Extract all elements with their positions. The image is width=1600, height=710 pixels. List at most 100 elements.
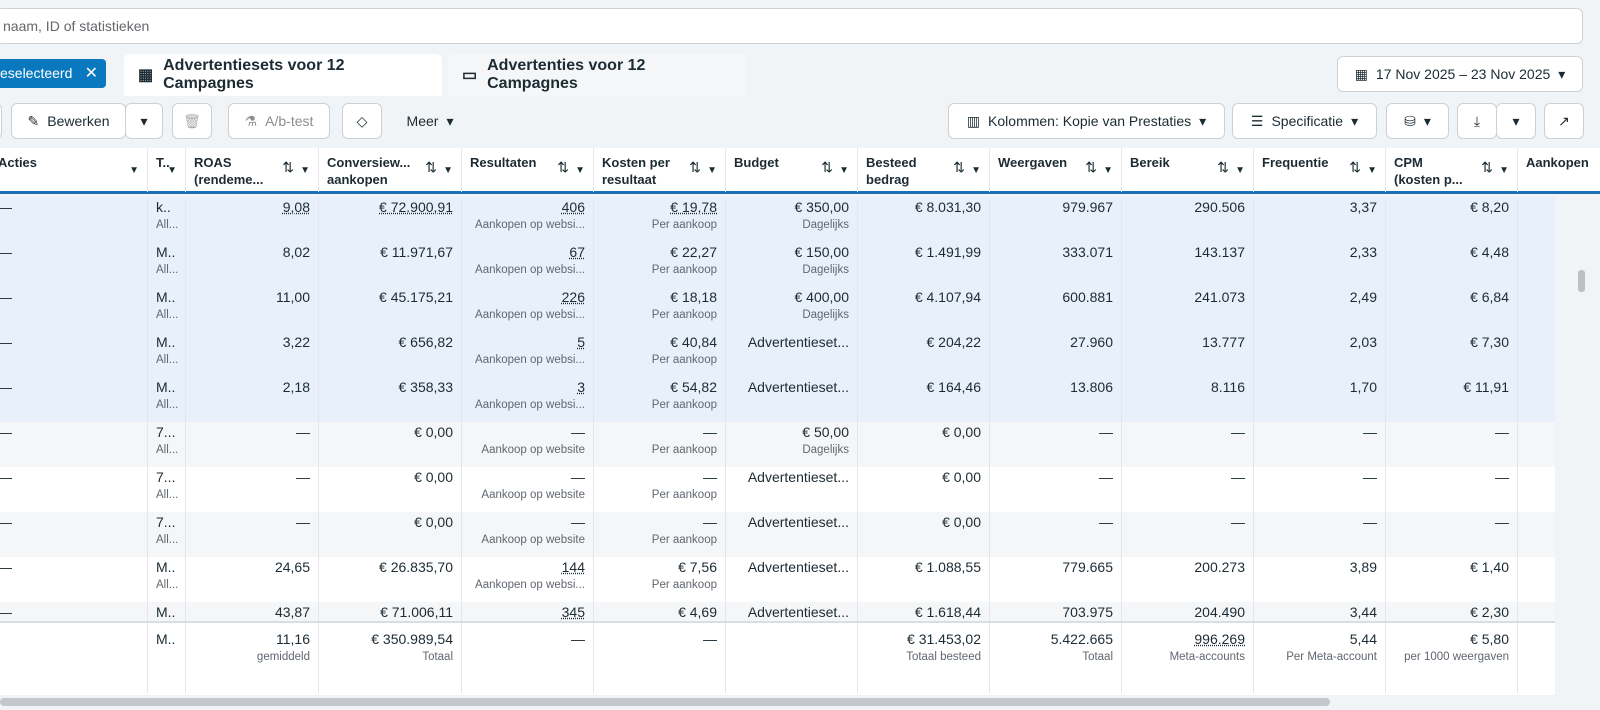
sort-icon[interactable]: ⇅ (1217, 159, 1229, 175)
chevron-down-icon[interactable]: ▼ (300, 165, 310, 176)
cell-value[interactable]: 5 (577, 334, 585, 350)
abtest-button[interactable]: ⚗ A/b-test (228, 103, 330, 139)
sort-icon[interactable]: ⇅ (1481, 159, 1493, 175)
cell-value: — (1495, 514, 1509, 530)
cell-value: € 358,33 (398, 379, 454, 395)
tag-button[interactable]: ◇ (342, 103, 382, 139)
ad-icon: ▭ (462, 67, 478, 84)
chevron-down-icon[interactable]: ▼ (1499, 165, 1509, 176)
cell-value: € 4.107,94 (914, 289, 981, 305)
cell-subtext: All... (156, 534, 179, 546)
cell-value[interactable]: 226 (561, 289, 585, 305)
cell-value[interactable]: € 19,78 (670, 199, 717, 215)
chevron-down-icon[interactable]: ▼ (129, 165, 139, 176)
cell-value: — (0, 199, 12, 215)
left-edge-button[interactable] (0, 103, 2, 139)
column-header[interactable]: Frequentie ⇅ ▼ (1254, 148, 1386, 192)
chevron-down-icon: ▾ (1558, 65, 1566, 82)
date-range-picker[interactable]: ▦ 17 Nov 2025 – 23 Nov 2025 ▾ (1337, 56, 1583, 92)
reports-button[interactable]: ⛁ ▾ (1386, 103, 1449, 139)
cell-freq: 1,70 (1254, 377, 1386, 422)
cell-value[interactable]: 3 (577, 379, 585, 395)
chevron-down-icon[interactable]: ▼ (575, 165, 585, 176)
cell-value: € 0,00 (942, 469, 981, 485)
column-header[interactable]: Budget ⇅ ▼ (726, 148, 858, 192)
sort-icon[interactable]: ⇅ (425, 159, 437, 175)
cell-reach: 200.273 (1122, 557, 1254, 602)
table-row[interactable]: — M.. All... 2,18 € 358,33 3 Aankopen op websi… (0, 377, 1555, 422)
chevron-down-icon[interactable]: ▼ (1235, 165, 1245, 176)
table-row[interactable]: — 7... All... — € 0,00 — Aankoop op website — Pe… (0, 512, 1555, 557)
column-header[interactable]: ROAS (rendeme... ⇅ ▼ (186, 148, 319, 192)
sort-icon[interactable]: ⇅ (282, 159, 294, 175)
chevron-down-icon[interactable]: ▼ (1367, 165, 1377, 176)
charts-button[interactable]: ↗ (1544, 103, 1584, 139)
table-row[interactable]: — M.. All... 11,00 € 45.175,21 226 Aankopen op… (0, 287, 1555, 332)
tab-adsets[interactable]: ▦ Advertentiesets voor 12 Campagnes (124, 54, 442, 96)
column-header[interactable]: Acties ▼ (0, 148, 148, 192)
table-row[interactable]: — M.. All... 24,65 € 26.835,70 144 Aankopen op… (0, 557, 1555, 602)
table-row[interactable]: — k.. All... 9,08 € 72.900,91 406 Aankopen op … (0, 197, 1555, 242)
cell-t: 7... All... (148, 422, 186, 467)
cell-value[interactable]: 9,08 (282, 199, 310, 215)
delete-button[interactable]: 🗑 (172, 103, 212, 139)
column-header[interactable]: T.. ▼ (148, 148, 186, 192)
column-header[interactable]: CPM (kosten p... ⇅ ▼ (1386, 148, 1518, 192)
horizontal-scrollbar[interactable] (0, 698, 1330, 706)
cell-value[interactable]: € 72.900,91 (379, 199, 453, 215)
column-header[interactable]: Bereik ⇅ ▼ (1122, 148, 1254, 192)
cell-value: — (296, 424, 310, 440)
table-row[interactable]: — 7... All... — € 0,00 — Aankoop op website — Pe… (0, 422, 1555, 467)
column-header[interactable]: Aankopen (1518, 148, 1600, 192)
cell-conv: € 656,82 (319, 332, 462, 377)
chevron-down-icon[interactable]: ▼ (167, 165, 177, 176)
cell-value: — (1495, 424, 1509, 440)
column-header[interactable]: Kosten per resultaat ⇅ ▼ (594, 148, 726, 192)
column-header[interactable]: Weergaven ⇅ ▼ (990, 148, 1122, 192)
summary-value: € 31.453,02 (907, 631, 981, 647)
edit-dropdown-button[interactable]: ▾ (125, 103, 163, 139)
cell-cpm: € 11,91 (1386, 377, 1518, 422)
chevron-down-icon[interactable]: ▼ (971, 165, 981, 176)
export-button[interactable]: ⤓ (1457, 103, 1497, 139)
cell-subtext: All... (156, 579, 179, 591)
sort-icon[interactable]: ⇅ (557, 159, 569, 175)
columns-button[interactable]: ▥ Kolommen: Kopie van Prestaties ▾ (948, 103, 1225, 139)
cell-value: 43,87 (274, 604, 310, 620)
cell-value[interactable]: 406 (561, 199, 585, 215)
chevron-down-icon[interactable]: ▼ (839, 165, 849, 176)
more-button[interactable]: Meer ▾ (390, 103, 470, 139)
chevron-down-icon[interactable]: ▼ (707, 165, 717, 176)
column-header[interactable]: Resultaten ⇅ ▼ (462, 148, 594, 192)
cell-value: — (296, 514, 310, 530)
search-input[interactable]: naam, ID of statistieken (0, 8, 1583, 44)
vertical-scrollbar[interactable] (1578, 270, 1585, 292)
cell-value: € 1.618,44 (914, 604, 981, 620)
chevron-down-icon[interactable]: ▼ (1103, 165, 1113, 176)
export-dropdown-button[interactable]: ▾ (1496, 103, 1536, 139)
table-row[interactable]: — 7... All... — € 0,00 — Aankoop op website — Pe… (0, 467, 1555, 512)
sort-icon[interactable]: ⇅ (689, 159, 701, 175)
date-range-label: 17 Nov 2025 – 23 Nov 2025 (1375, 66, 1551, 82)
breakdown-button[interactable]: ☰ Specificatie ▾ (1232, 103, 1377, 139)
cell-conv: € 0,00 (319, 512, 462, 557)
cell-reach: 8.116 (1122, 377, 1254, 422)
column-header[interactable]: Besteed bedrag ⇅ ▼ (858, 148, 990, 192)
chevron-down-icon[interactable]: ▼ (443, 165, 453, 176)
cell-value[interactable]: 67 (569, 244, 585, 260)
sort-icon[interactable]: ⇅ (821, 159, 833, 175)
summary-subtext: Totaal (422, 651, 453, 663)
sort-icon[interactable]: ⇅ (1085, 159, 1097, 175)
edit-button[interactable]: ✎ Bewerken (11, 103, 126, 139)
column-header[interactable]: Conversiew... aankopen ⇅ ▼ (319, 148, 462, 192)
sort-icon[interactable]: ⇅ (953, 159, 965, 175)
table-row[interactable]: — M.. All... 8,02 € 11.971,67 67 Aankopen op w… (0, 242, 1555, 287)
cell-value: Advertentieset... (747, 334, 849, 350)
table-row[interactable]: — M.. All... 3,22 € 656,82 5 Aankopen op websi… (0, 332, 1555, 377)
cell-value[interactable]: 345 (561, 604, 585, 620)
tab-ads[interactable]: ▭ Advertenties voor 12 Campagnes (448, 54, 746, 96)
selected-chip[interactable]: eselecteerd ✕ (0, 59, 106, 88)
close-icon[interactable]: ✕ (84, 65, 98, 82)
cell-value[interactable]: 144 (561, 559, 585, 575)
sort-icon[interactable]: ⇅ (1349, 159, 1361, 175)
